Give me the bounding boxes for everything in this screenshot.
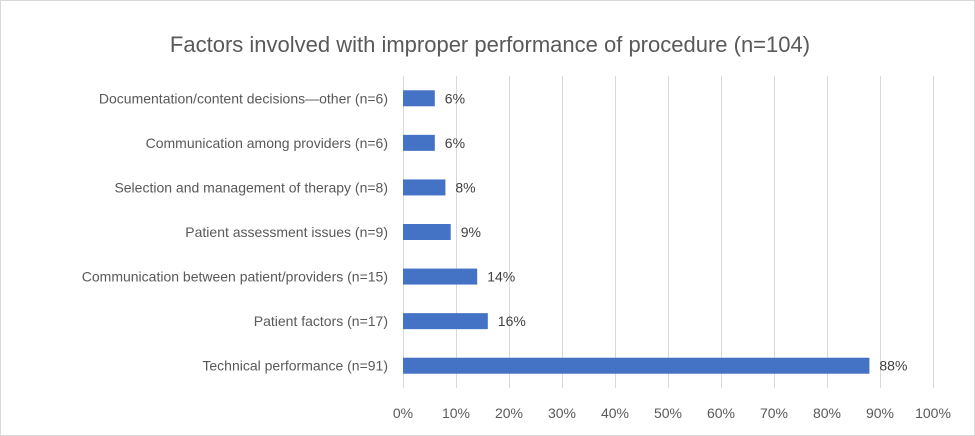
data-label: 6%	[445, 90, 465, 106]
category-label: Patient factors (n=17)	[254, 313, 388, 329]
category-label: Communication among providers (n=6)	[146, 135, 388, 151]
bar	[403, 313, 488, 330]
category-label: Technical performance (n=91)	[202, 358, 388, 374]
bar	[403, 179, 446, 196]
category-label: Documentation/content decisions—other (n…	[99, 90, 388, 106]
bar	[403, 134, 435, 151]
x-tick-label: 60%	[707, 405, 735, 421]
category-label: Patient assessment issues (n=9)	[185, 224, 388, 240]
x-tick-label: 80%	[813, 405, 841, 421]
grid-layer	[403, 76, 934, 388]
bar	[403, 357, 870, 374]
bar	[403, 224, 451, 240]
bar	[403, 268, 478, 285]
x-tick-label: 10%	[442, 405, 470, 421]
x-tick-label: 20%	[495, 405, 523, 421]
chart-title: Factors involved with improper performan…	[170, 32, 810, 57]
x-tick-label: 30%	[548, 405, 576, 421]
x-tick-label: 40%	[601, 405, 629, 421]
x-tick-label: 50%	[654, 405, 682, 421]
data-label: 6%	[445, 135, 465, 151]
bar	[403, 90, 435, 107]
category-label: Selection and management of therapy (n=8…	[114, 179, 388, 195]
data-label: 16%	[498, 313, 526, 329]
data-label: 8%	[455, 179, 475, 195]
x-tick-label: 70%	[760, 405, 788, 421]
bar-layer	[403, 90, 870, 374]
x-tick-label: 90%	[866, 405, 894, 421]
x-tick-label: 100%	[915, 405, 951, 421]
x-tick-label: 0%	[393, 405, 413, 421]
data-label: 88%	[879, 358, 907, 374]
data-label: 14%	[487, 269, 515, 285]
category-label: Communication between patient/providers …	[82, 269, 388, 285]
label-layer: 0% 10% 20% 30% 40% 50% 60% 70% 80% 90% 100% Documen…	[82, 90, 951, 421]
data-label: 9%	[461, 224, 481, 240]
